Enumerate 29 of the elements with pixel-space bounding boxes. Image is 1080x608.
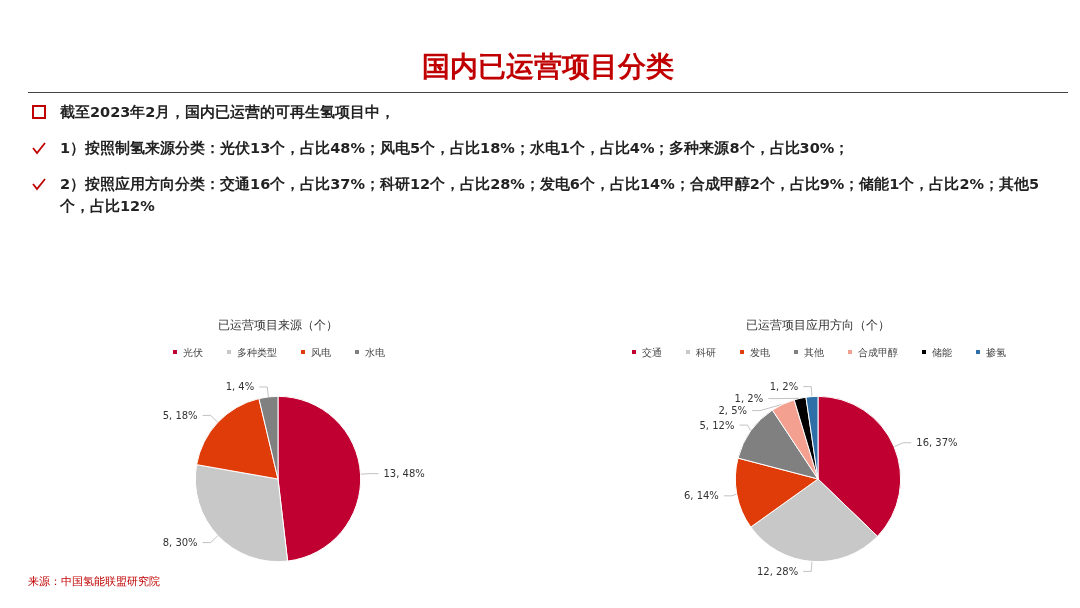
legend-label: 掺氢 xyxy=(986,346,1006,358)
text: 国内已运营项目分类 xyxy=(28,48,1068,93)
text: 2）按照应用方向分类：交通16个，占比37%；科研12个，占比28%；发电6个，占比14%；合成甲醇2个，占比9%；储能1个，占比2%；其他5个，占比12% xyxy=(60,175,1041,216)
legend-label: 发电 xyxy=(750,346,770,358)
chart-title: 已运营项目应用方向（个） xyxy=(746,318,890,332)
data-label: 1, 2% xyxy=(769,381,799,393)
data-label: 13, 48% xyxy=(383,468,425,480)
legend-label: 多种类型 xyxy=(237,346,277,358)
legend-label: 合成甲醇 xyxy=(858,346,898,358)
data-label: 2, 5% xyxy=(718,405,748,417)
legend-label: 风电 xyxy=(311,346,331,358)
legend-label: 光伏 xyxy=(183,346,203,358)
text: 1）按照制氢来源分类：光伏13个，占比48%；风电5个，占比18%；水电1个，占比4%；多种来源8个，占比30%； xyxy=(60,139,850,158)
data-label: 16, 37% xyxy=(916,437,958,449)
chart-title: 已运营项目来源（个） xyxy=(218,318,338,332)
data-label: 12, 28% xyxy=(756,565,799,577)
legend-label: 水电 xyxy=(365,346,385,358)
data-label: 1, 4% xyxy=(225,381,255,393)
data-label: 5, 12% xyxy=(699,419,735,431)
data-label: 5, 18% xyxy=(162,409,198,421)
legend-label: 交通 xyxy=(642,346,662,358)
data-label: 8, 30% xyxy=(162,537,198,549)
text: 截至2023年2月，国内已运营的可再生氢项目中， xyxy=(60,103,396,122)
legend-label: 其他 xyxy=(804,346,824,358)
legend-label: 储能 xyxy=(932,346,952,358)
legend-label: 科研 xyxy=(696,346,716,358)
source-note: 来源：中国氢能联盟研究院 xyxy=(28,575,160,588)
data-label: 1, 2% xyxy=(734,393,764,405)
data-label: 6, 14% xyxy=(683,490,719,502)
